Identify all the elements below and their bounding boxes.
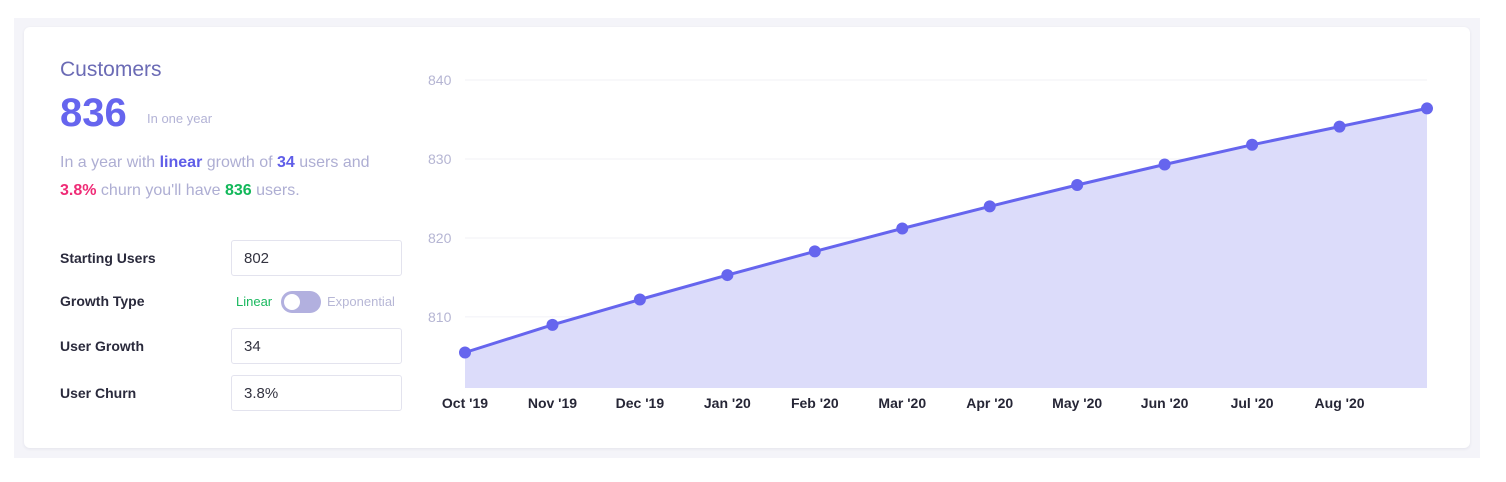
summary-sentence: In a year with linear growth of 34 users… [60, 149, 410, 205]
user-churn-input[interactable] [231, 375, 402, 411]
series-line [464, 106, 1428, 354]
growth-type-toggle[interactable] [281, 291, 321, 313]
data-point [633, 293, 646, 306]
growth-type-row: Growth Type Linear Exponential [60, 283, 405, 321]
toggle-knob [284, 294, 300, 310]
starting-users-label: Starting Users [60, 250, 156, 266]
data-point [983, 200, 996, 213]
summary-growth-type: linear [159, 154, 203, 171]
x-tick-label: Aug '20 [1315, 395, 1365, 411]
data-point [1333, 120, 1346, 133]
customer-total: 836 [60, 91, 127, 135]
starting-users-row: Starting Users [60, 240, 405, 278]
summary-growth: 34 [277, 154, 295, 171]
user-churn-label: User Churn [60, 385, 137, 401]
growth-type-toggle-group: Linear Exponential [236, 283, 406, 321]
x-tick-label: Mar '20 [878, 395, 926, 411]
data-point [546, 318, 559, 331]
y-tick-label: 820 [428, 230, 452, 246]
x-tick-label: Feb '20 [791, 395, 839, 411]
customer-total-caption: In one year [147, 111, 213, 126]
x-tick-label: Dec '19 [616, 395, 665, 411]
summary-text: growth of [202, 154, 277, 171]
summary-text: users. [251, 182, 300, 199]
data-point [459, 346, 471, 359]
x-tick-label: Jan '20 [704, 395, 751, 411]
summary-panel: Customers 836 In one year In a year with… [60, 27, 410, 448]
summary-result: 836 [224, 182, 252, 199]
data-point [1421, 102, 1433, 115]
user-growth-label: User Growth [60, 338, 145, 354]
data-point [808, 245, 821, 258]
customer-growth-chart: 810 820 830 840 Oct '19 Nov '19 Dec '19 Jan '2… [428, 72, 1433, 411]
summary-text: churn you'll have [96, 182, 225, 199]
growth-type-linear-label[interactable]: Linear [236, 294, 273, 309]
y-tick-label: 840 [428, 72, 452, 88]
x-tick-label: Nov '19 [528, 395, 577, 411]
x-tick-label: Oct '19 [442, 395, 488, 411]
starting-users-input[interactable] [231, 240, 402, 276]
x-axis: Oct '19 Nov '19 Dec '19 Jan '20 Feb '20 Mar '… [442, 395, 1365, 411]
y-axis: 810 820 830 840 [428, 72, 452, 325]
growth-type-label: Growth Type [60, 293, 145, 309]
card-title: Customers [60, 58, 162, 81]
y-tick-label: 810 [428, 309, 452, 325]
summary-text: users and [294, 154, 370, 171]
data-point [1158, 158, 1171, 171]
x-tick-label: Jun '20 [1141, 395, 1189, 411]
data-point [1246, 138, 1259, 151]
data-point [896, 222, 909, 235]
user-growth-row: User Growth [60, 328, 405, 366]
summary-text: In a year with [60, 154, 160, 171]
data-point [1071, 179, 1084, 192]
area-fill [465, 108, 1427, 389]
x-tick-label: Jul '20 [1231, 395, 1274, 411]
customer-forecast-card: Customers 836 In one year In a year with… [24, 27, 1470, 448]
user-churn-row: User Churn [60, 375, 405, 413]
data-point [721, 269, 734, 282]
x-tick-label: May '20 [1052, 395, 1102, 411]
user-growth-input[interactable] [231, 328, 402, 364]
y-tick-label: 830 [428, 151, 452, 167]
data-points [459, 102, 1433, 359]
growth-type-exponential-label[interactable]: Exponential [327, 294, 395, 309]
x-tick-label: Apr '20 [966, 395, 1013, 411]
summary-churn: 3.8% [60, 182, 97, 199]
